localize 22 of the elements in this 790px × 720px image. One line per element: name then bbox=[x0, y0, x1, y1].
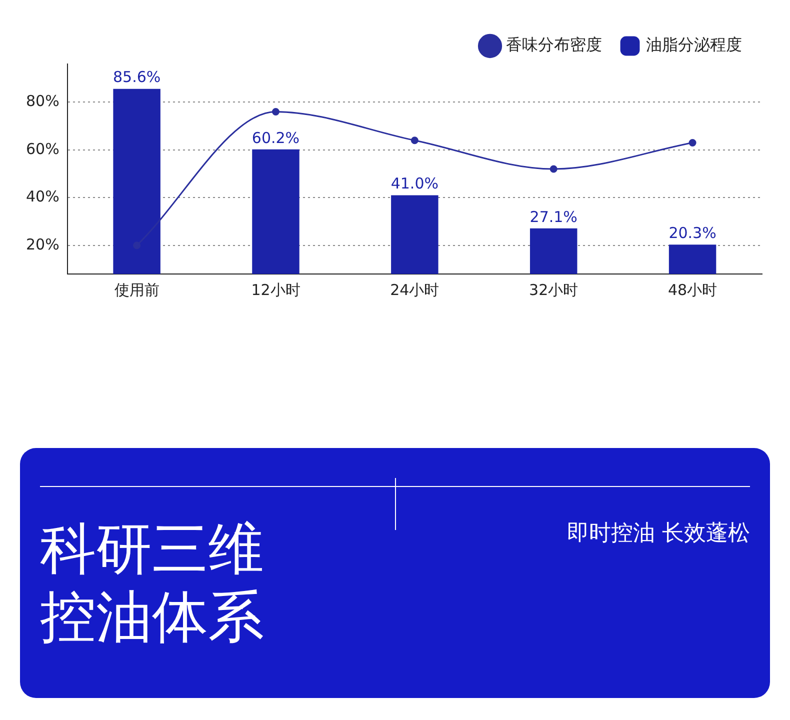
legend-label: 香味分布密度 bbox=[506, 35, 602, 54]
point bbox=[688, 139, 696, 146]
x-tick-label: 12小时 bbox=[251, 280, 300, 299]
data-label: 85.6% bbox=[112, 68, 161, 86]
y-tick-label: 60% bbox=[26, 140, 60, 158]
x-tick-label: 使用前 bbox=[114, 280, 160, 299]
text: 科研三维控油体系 bbox=[40, 516, 265, 652]
x-tick-label: 48小时 bbox=[668, 280, 718, 299]
point bbox=[550, 165, 558, 173]
y-tick-label: 40% bbox=[26, 188, 60, 206]
legend-label: 油脂分泌程度 bbox=[646, 35, 742, 54]
data-label: 60.2% bbox=[252, 128, 300, 147]
point bbox=[272, 108, 280, 116]
x-tick-label: 32小时 bbox=[529, 280, 578, 299]
y-tick-label: 80% bbox=[26, 92, 60, 110]
y-tick-label: 20% bbox=[26, 235, 60, 254]
data-label: 41.0% bbox=[390, 174, 438, 193]
point bbox=[410, 136, 418, 144]
data-label: 27.1% bbox=[530, 208, 578, 226]
x-tick-label: 24小时 bbox=[390, 280, 440, 299]
data-label: 20.3% bbox=[668, 224, 716, 242]
text: 即时控油 长效蓬松 bbox=[567, 520, 750, 548]
